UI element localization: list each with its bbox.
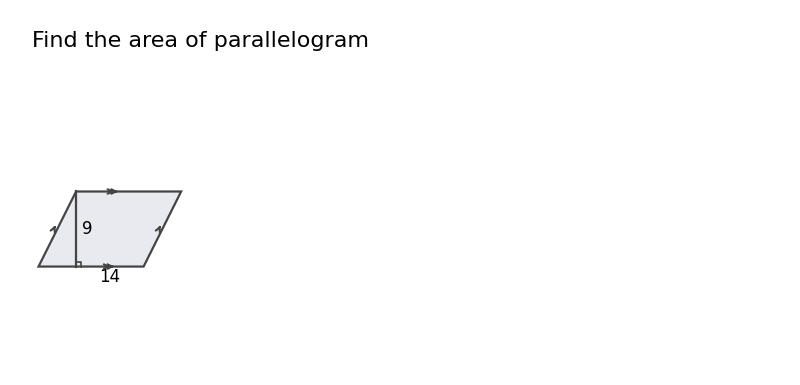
- Text: 9: 9: [82, 220, 92, 238]
- Text: Find the area of parallelogram: Find the area of parallelogram: [32, 31, 369, 51]
- Text: 14: 14: [99, 268, 120, 286]
- Polygon shape: [38, 191, 181, 266]
